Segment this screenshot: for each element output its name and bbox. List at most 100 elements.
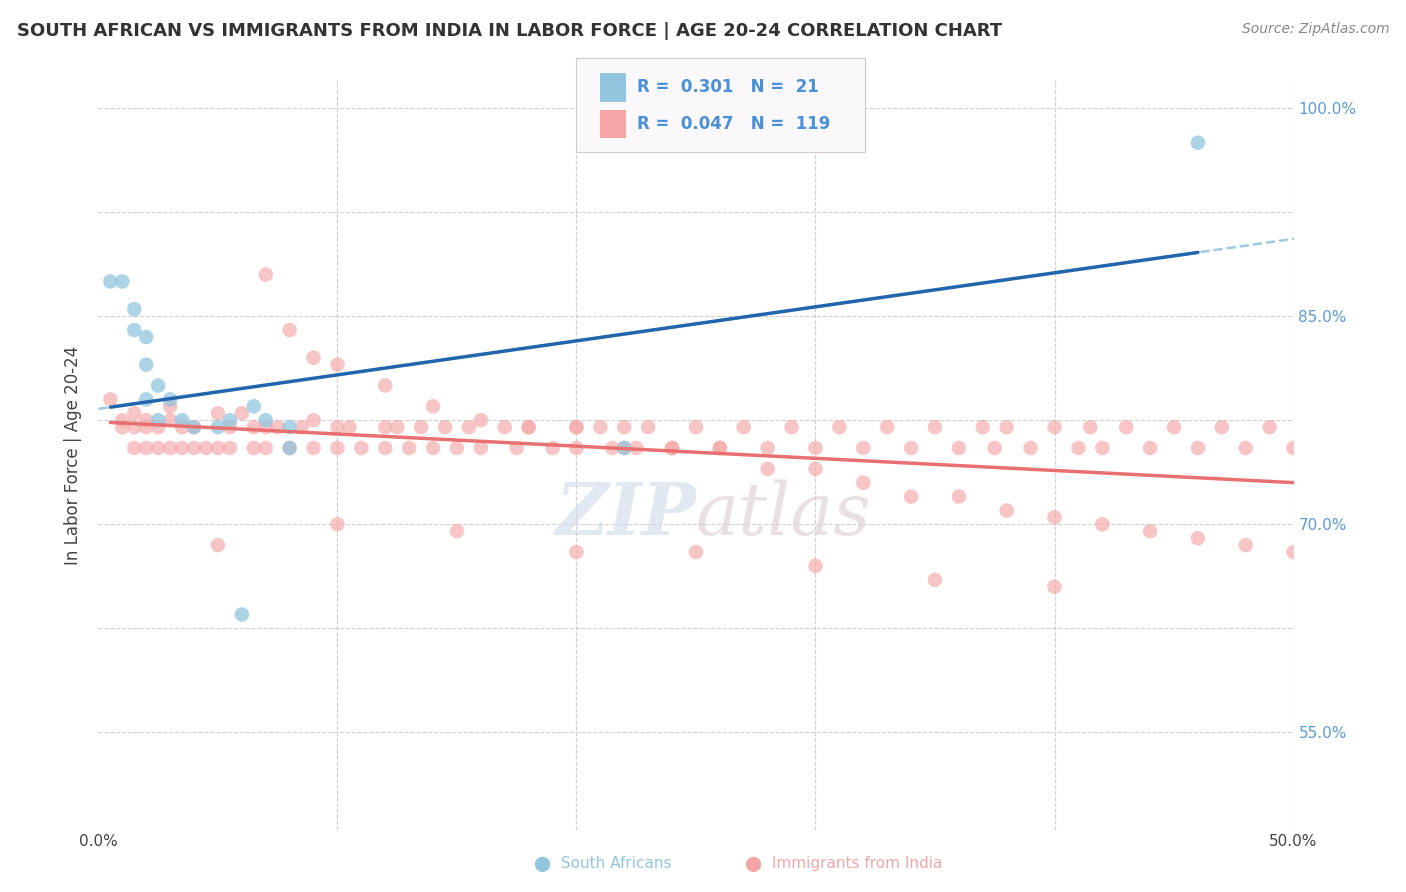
Point: [243, 400, 266, 414]
Point: [183, 420, 205, 434]
Point: [254, 441, 277, 455]
Point: [685, 545, 707, 559]
Point: [1282, 441, 1305, 455]
Point: [661, 441, 683, 455]
Point: [124, 441, 146, 455]
Point: [385, 420, 409, 434]
Point: [756, 441, 779, 455]
Point: [852, 475, 875, 490]
Point: [852, 441, 875, 455]
Point: [709, 441, 731, 455]
Point: [254, 413, 277, 427]
Point: [924, 420, 946, 434]
Text: atlas: atlas: [696, 480, 872, 550]
Point: [1187, 531, 1209, 545]
Point: [446, 441, 468, 455]
Point: [517, 420, 540, 434]
Point: [374, 420, 396, 434]
Point: [995, 503, 1018, 517]
Point: [434, 420, 457, 434]
Point: [135, 420, 157, 434]
Point: [148, 413, 170, 427]
Point: [302, 413, 325, 427]
Point: [780, 420, 803, 434]
Point: [267, 420, 290, 434]
Point: [135, 330, 157, 344]
Point: [924, 573, 946, 587]
Point: [207, 406, 229, 420]
Point: [458, 420, 481, 434]
Point: [124, 406, 146, 420]
Point: [1091, 517, 1114, 532]
Point: [1163, 420, 1185, 434]
Point: [685, 420, 707, 434]
Point: [231, 607, 253, 622]
Point: [98, 275, 122, 289]
Point: [828, 420, 851, 434]
Point: [159, 400, 181, 414]
Point: [1258, 420, 1281, 434]
Point: [124, 323, 146, 337]
Point: [207, 441, 229, 455]
Text: ZIP: ZIP: [555, 479, 696, 550]
Point: [1234, 441, 1257, 455]
Point: [1067, 441, 1090, 455]
Point: [339, 420, 361, 434]
Point: [948, 490, 970, 504]
Point: [326, 358, 349, 372]
Point: [278, 420, 301, 434]
Point: [1234, 538, 1257, 552]
Point: [1211, 420, 1233, 434]
Point: [1115, 420, 1137, 434]
Point: [733, 420, 755, 434]
Point: [302, 351, 325, 365]
Text: ⬤  Immigrants from India: ⬤ Immigrants from India: [745, 856, 942, 872]
Point: [278, 441, 301, 455]
Point: [374, 441, 396, 455]
Point: [565, 545, 588, 559]
Point: [470, 441, 492, 455]
Point: [804, 558, 827, 573]
Point: [350, 441, 373, 455]
Point: [1019, 441, 1042, 455]
Y-axis label: In Labor Force | Age 20-24: In Labor Force | Age 20-24: [65, 345, 83, 565]
Point: [135, 441, 157, 455]
Point: [183, 420, 205, 434]
Point: [1187, 136, 1209, 150]
Point: [207, 420, 229, 434]
Point: [995, 420, 1018, 434]
Point: [183, 441, 205, 455]
Point: [291, 420, 314, 434]
Point: [1043, 420, 1066, 434]
Point: [900, 490, 922, 504]
Point: [111, 420, 134, 434]
Point: [876, 420, 898, 434]
Point: [422, 441, 444, 455]
Point: [135, 413, 157, 427]
Point: [302, 441, 325, 455]
Point: [589, 420, 612, 434]
Point: [541, 441, 564, 455]
Point: [1043, 510, 1066, 524]
Point: [602, 441, 624, 455]
Point: [506, 441, 529, 455]
Point: [111, 413, 134, 427]
Point: [135, 358, 157, 372]
Point: [804, 462, 827, 476]
Point: [411, 420, 433, 434]
Point: [984, 441, 1007, 455]
Point: [900, 441, 922, 455]
Point: [972, 420, 994, 434]
Point: [159, 441, 181, 455]
Point: [278, 323, 301, 337]
Point: [172, 413, 194, 427]
Point: [1187, 441, 1209, 455]
Point: [148, 441, 170, 455]
Point: [565, 441, 588, 455]
Point: [124, 420, 146, 434]
Point: [1091, 441, 1114, 455]
Point: [422, 400, 444, 414]
Point: [326, 441, 349, 455]
Point: [398, 441, 420, 455]
Point: [326, 420, 349, 434]
